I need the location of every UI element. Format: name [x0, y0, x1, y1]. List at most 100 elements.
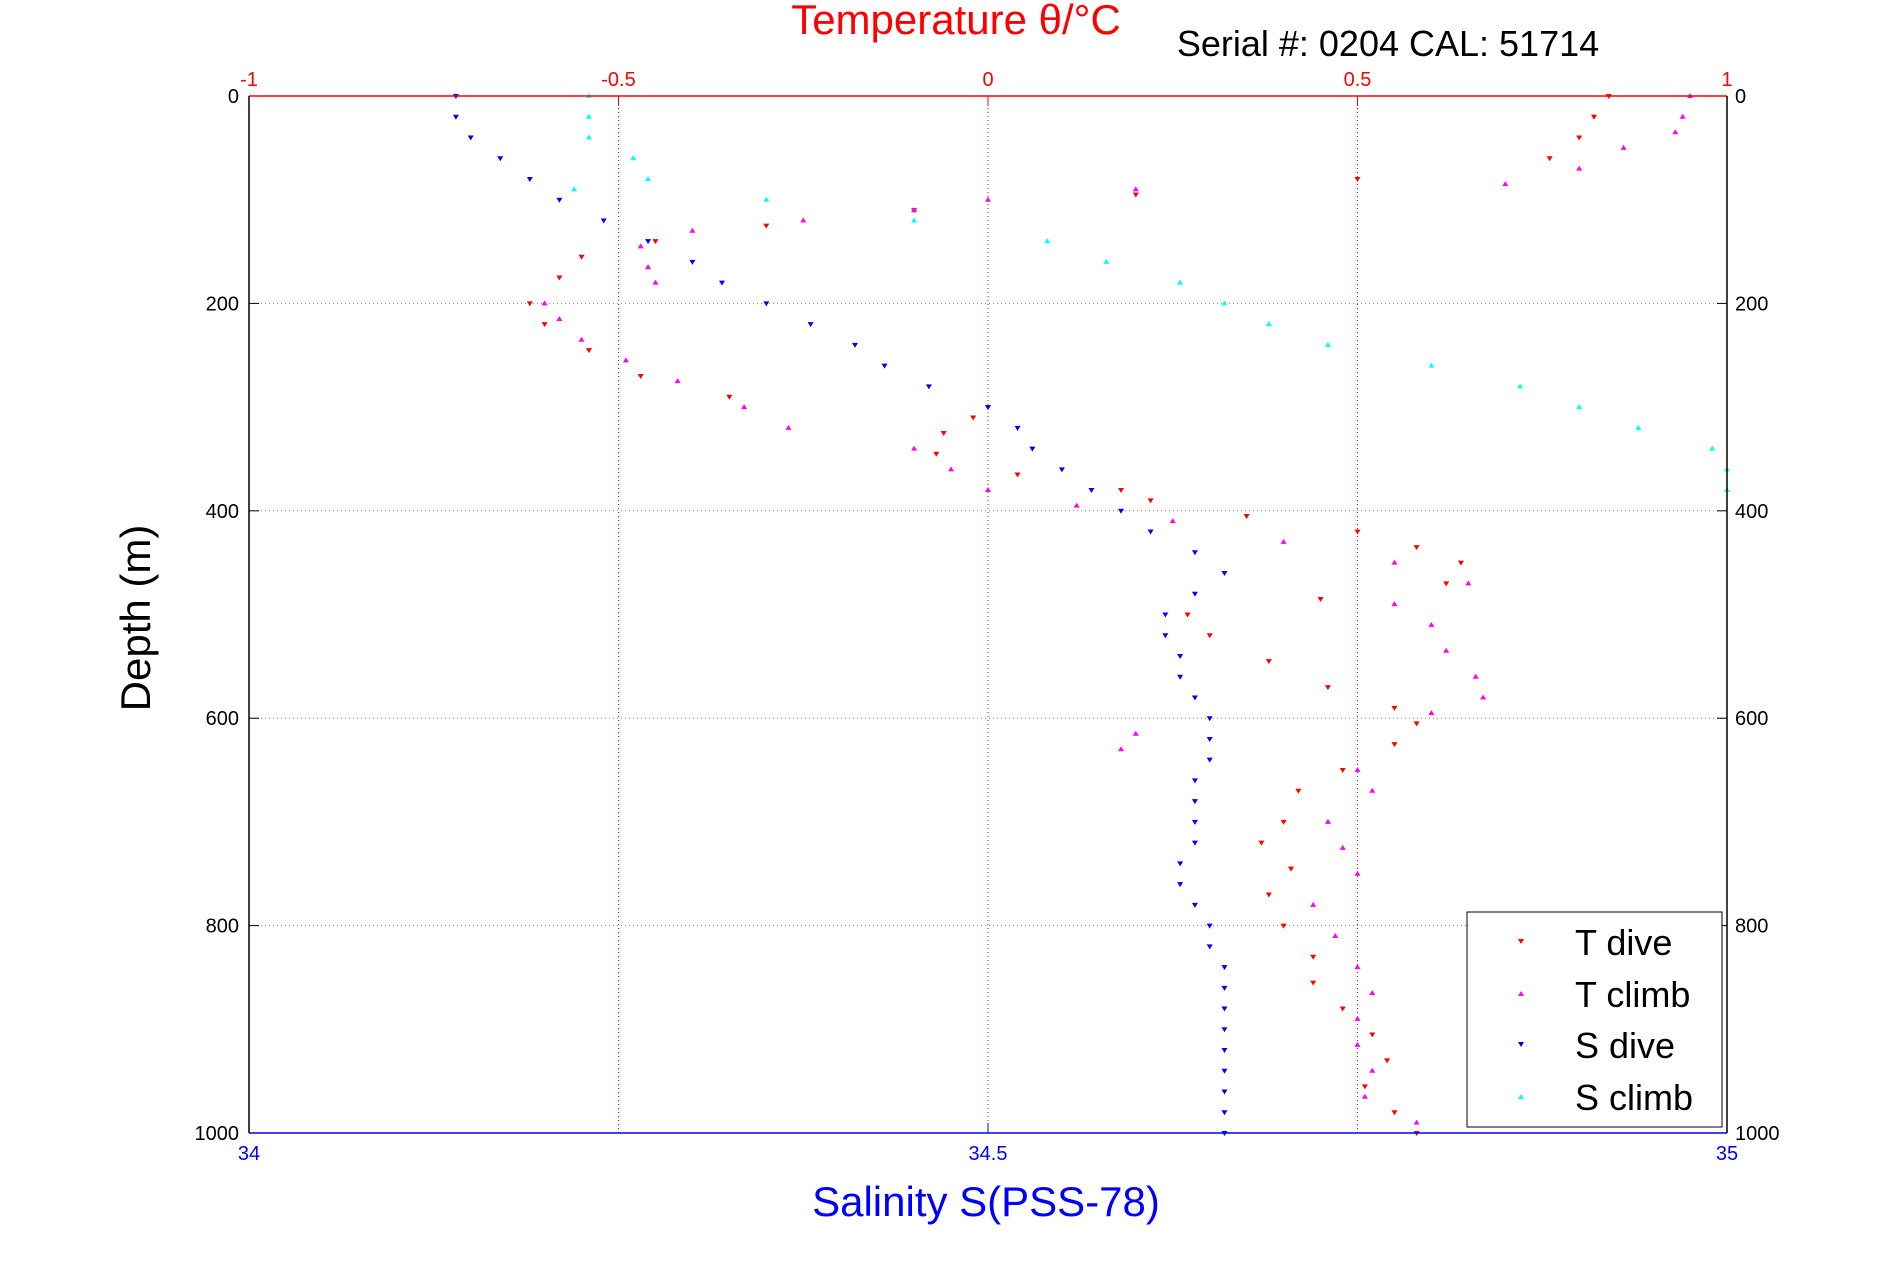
data-point	[1132, 730, 1139, 736]
data-point	[985, 487, 991, 493]
y-tick-label-right: 0	[1735, 86, 1746, 108]
series-s-dive	[452, 94, 1228, 1136]
grid	[249, 96, 1727, 1133]
data-point	[541, 300, 548, 306]
data-point	[1265, 892, 1272, 898]
data-point	[1014, 425, 1021, 431]
legend-marker-s-dive	[1518, 1042, 1524, 1047]
x-tick-label-top: 1	[1721, 69, 1732, 91]
data-point	[1206, 923, 1213, 929]
data-point	[526, 176, 533, 182]
data-point	[645, 175, 652, 181]
data-point	[1428, 362, 1435, 368]
data-point	[585, 348, 592, 354]
data-point	[1354, 870, 1361, 876]
data-point	[1029, 446, 1036, 452]
data-point	[1221, 1027, 1228, 1033]
data-point	[1369, 1067, 1376, 1073]
data-point	[1679, 113, 1686, 119]
data-point	[1191, 819, 1198, 825]
data-point	[1206, 757, 1213, 763]
data-point	[763, 301, 770, 307]
axes	[248, 95, 1728, 1134]
data-point	[1354, 176, 1361, 182]
data-point	[1709, 445, 1716, 451]
data-point	[1413, 1119, 1420, 1125]
data-point	[674, 378, 681, 384]
data-point	[1465, 580, 1472, 586]
data-point	[1310, 901, 1317, 907]
data-point	[622, 357, 629, 363]
data-point	[1221, 300, 1228, 306]
data-point	[1472, 673, 1479, 679]
data-point	[1413, 721, 1420, 727]
data-point	[1058, 467, 1065, 473]
y-tick-label-right: 400	[1735, 501, 1768, 523]
data-point	[1073, 502, 1080, 508]
y-tick-label-right: 800	[1735, 916, 1768, 938]
data-point	[985, 196, 991, 202]
data-point	[1391, 742, 1398, 748]
data-point	[1221, 985, 1228, 991]
data-point	[1191, 799, 1198, 805]
x-tick-label-bottom: 35	[1716, 1143, 1738, 1165]
y-tick-label-left: 0	[228, 86, 239, 108]
x-tick-label-top: 0.5	[1344, 69, 1372, 91]
data-point	[1206, 633, 1213, 639]
data-point	[1369, 787, 1376, 793]
chart-title: Temperature θ/°C	[791, 0, 1121, 43]
y-tick-label-right: 600	[1735, 708, 1768, 730]
legend-entry-s-dive: S dive	[1518, 1025, 1675, 1066]
data-point	[1384, 1058, 1391, 1064]
series-layer	[452, 93, 1730, 1136]
data-point	[1206, 716, 1213, 722]
data-point	[1317, 596, 1324, 602]
data-point	[1361, 1093, 1368, 1099]
data-point	[1191, 695, 1198, 701]
data-point	[1191, 902, 1198, 908]
data-point	[1177, 279, 1184, 285]
data-point	[1339, 844, 1346, 850]
data-point	[1354, 767, 1361, 773]
data-point	[452, 114, 459, 120]
legend-marker-t-dive	[1518, 939, 1524, 944]
data-point	[571, 186, 578, 192]
y-tick-label-left: 800	[206, 916, 239, 938]
data-point	[1391, 705, 1398, 711]
data-point	[718, 280, 725, 286]
ticks: 0 0 200 200 400 400 600 600 800 800 1000 1000 -1 -0.5…	[195, 69, 1780, 1165]
data-point	[1428, 710, 1435, 716]
data-point	[881, 363, 888, 369]
data-point	[1177, 882, 1184, 888]
data-point	[1361, 1084, 1368, 1090]
data-point	[1620, 144, 1627, 150]
data-point	[1391, 1110, 1398, 1116]
data-point	[726, 394, 733, 400]
data-point	[1502, 181, 1509, 187]
data-point	[1280, 819, 1287, 825]
series-s-climb	[571, 93, 1730, 493]
data-point	[1221, 571, 1228, 577]
legend-label-t-climb: T climb	[1575, 974, 1690, 1015]
legend-marker-s-climb	[1518, 1094, 1524, 1099]
data-point	[1206, 736, 1213, 742]
data-point	[556, 315, 563, 321]
data-point	[1177, 653, 1184, 659]
data-point	[807, 322, 814, 328]
data-point	[1295, 788, 1302, 794]
data-point	[763, 196, 770, 202]
data-point	[1088, 488, 1095, 494]
data-point	[1280, 923, 1287, 929]
data-point	[911, 207, 918, 213]
data-point	[600, 218, 607, 224]
data-point	[1391, 601, 1398, 607]
data-point	[1118, 508, 1125, 514]
data-point	[1184, 612, 1191, 618]
data-point	[1332, 932, 1339, 938]
data-point	[1324, 818, 1331, 824]
data-point	[630, 155, 637, 161]
legend-label-s-dive: S dive	[1575, 1025, 1675, 1066]
data-point	[1221, 1068, 1228, 1074]
data-point	[645, 264, 652, 270]
x-tick-label-top: 0	[982, 69, 993, 91]
